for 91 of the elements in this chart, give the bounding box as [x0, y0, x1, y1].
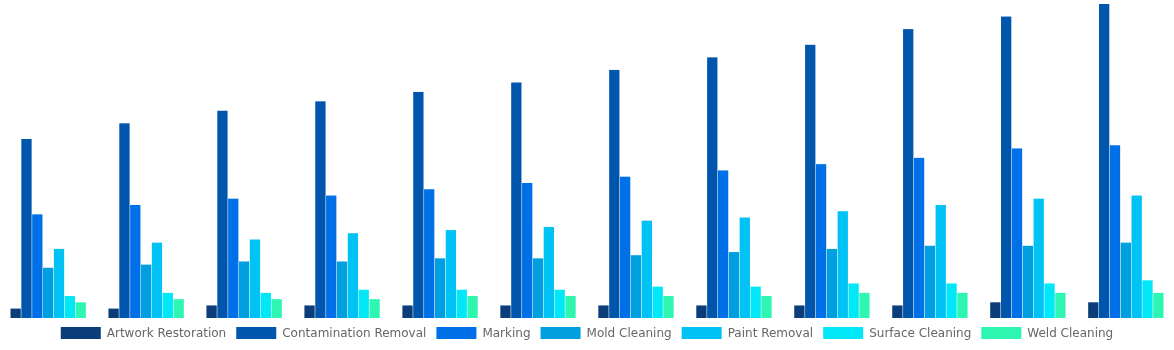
legend-label: Contamination Removal	[282, 326, 427, 340]
bar	[228, 198, 239, 318]
bar	[271, 299, 282, 318]
bar	[565, 296, 576, 318]
bar	[913, 157, 925, 318]
bar	[609, 69, 620, 318]
bar	[794, 305, 805, 318]
bar	[641, 220, 652, 318]
bar	[347, 233, 359, 318]
legend-label: Surface Cleaning	[869, 326, 972, 340]
bar	[717, 170, 729, 318]
bar	[837, 211, 848, 318]
bar	[750, 286, 761, 318]
bar	[336, 261, 348, 318]
bar	[946, 283, 957, 318]
bar	[1131, 195, 1142, 318]
bar	[630, 255, 642, 318]
bar	[532, 258, 544, 318]
bar	[326, 195, 337, 318]
bar	[238, 261, 250, 318]
bar	[249, 239, 261, 318]
bar	[434, 258, 446, 318]
bar	[924, 245, 936, 318]
bar	[1044, 283, 1055, 318]
legend-label: Artwork Restoration	[106, 326, 227, 340]
legend-label: Marking	[482, 326, 531, 340]
legend-label: Weld Cleaning	[1027, 326, 1114, 340]
bar	[369, 299, 380, 318]
bar	[424, 189, 435, 318]
bar	[1099, 4, 1110, 318]
bar	[467, 296, 478, 318]
bar	[728, 252, 740, 318]
bar	[696, 305, 707, 318]
bar	[554, 289, 565, 318]
bar	[1011, 148, 1023, 318]
legend-label: Paint Removal	[727, 326, 814, 340]
bar	[119, 123, 130, 318]
bar	[859, 292, 870, 318]
bar	[1153, 292, 1164, 318]
bar	[543, 226, 554, 318]
bar	[260, 292, 271, 318]
bar	[805, 44, 816, 318]
bar	[43, 267, 54, 318]
bar	[511, 82, 522, 318]
bar	[1033, 198, 1044, 318]
bar	[1088, 302, 1099, 318]
bar	[1109, 145, 1121, 318]
bar	[402, 305, 413, 318]
bar	[173, 299, 184, 318]
bar	[1055, 292, 1066, 318]
bar	[500, 305, 511, 318]
bar	[1142, 280, 1153, 318]
bar	[957, 292, 968, 318]
bar	[1120, 242, 1131, 318]
bar	[445, 230, 457, 318]
bar	[892, 305, 903, 318]
bar	[10, 308, 21, 318]
bar	[761, 296, 772, 318]
bar	[990, 302, 1001, 318]
bar	[108, 308, 119, 318]
bar	[456, 289, 467, 318]
bar	[217, 110, 228, 318]
bar	[620, 176, 631, 318]
bar	[707, 57, 718, 318]
bar	[1001, 16, 1012, 318]
bar	[522, 182, 533, 318]
bar	[151, 242, 163, 318]
bar	[21, 139, 32, 318]
bar	[358, 289, 369, 318]
bar	[64, 296, 75, 318]
bar	[206, 305, 217, 318]
bar	[130, 204, 141, 318]
bar	[598, 305, 609, 318]
bar	[903, 29, 914, 318]
bar	[652, 286, 663, 318]
bar	[304, 305, 315, 318]
bar	[162, 292, 173, 318]
bar	[848, 283, 859, 318]
bar	[1022, 245, 1034, 318]
bar	[315, 101, 326, 318]
bar	[826, 248, 838, 318]
legend-label: Mold Cleaning	[586, 326, 672, 340]
bar	[739, 217, 750, 318]
bar	[935, 204, 946, 318]
bar	[815, 164, 827, 318]
bar	[413, 91, 424, 318]
bar	[140, 264, 152, 318]
bar	[75, 302, 86, 318]
bar	[32, 214, 43, 318]
bar	[663, 296, 674, 318]
bar	[53, 248, 65, 318]
